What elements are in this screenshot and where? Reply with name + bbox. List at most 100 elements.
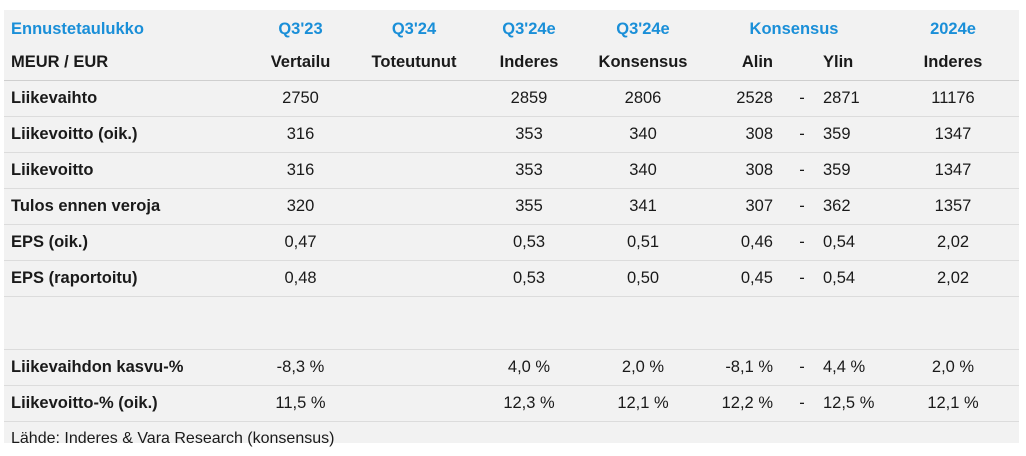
- cell-ylin: 362: [817, 189, 887, 225]
- cell-q323: 2750: [246, 81, 355, 117]
- table-row: Tulos ennen veroja 320 355 341 307 - 362…: [4, 189, 1019, 225]
- cell-alin: 2528: [701, 81, 787, 117]
- sub-head-vertailu: Vertailu: [246, 44, 355, 81]
- col-head-q323: Q3'23: [246, 10, 355, 44]
- table-row: Liikevoitto (oik.) 316 353 340 308 - 359…: [4, 117, 1019, 153]
- cell-2024e: 2,02: [887, 261, 1019, 297]
- cell-q324e-inderes: 0,53: [473, 225, 585, 261]
- table-row: Liikevaihto 2750 2859 2806 2528 - 2871 1…: [4, 81, 1019, 117]
- cell-ylin: 2871: [817, 81, 887, 117]
- cell-q323: 320: [246, 189, 355, 225]
- cell-q324e-kons: 340: [585, 153, 701, 189]
- sub-head-inderes-2024: Inderes: [887, 44, 1019, 81]
- row-header-label: MEUR / EUR: [4, 44, 246, 81]
- cell-dash: -: [787, 350, 817, 386]
- cell-alin: 12,2 %: [701, 386, 787, 422]
- row-label: Liikevaihdon kasvu-%: [4, 350, 246, 386]
- cell-ylin: 12,5 %: [817, 386, 887, 422]
- cell-q324e-kons: 341: [585, 189, 701, 225]
- cell-q324e-kons: 0,51: [585, 225, 701, 261]
- cell-q324: [355, 117, 473, 153]
- sub-head-ylin: Ylin: [817, 44, 887, 81]
- col-head-konsensus: Konsensus: [701, 10, 887, 44]
- cell-q323: 11,5 %: [246, 386, 355, 422]
- cell-q324e-kons: 2806: [585, 81, 701, 117]
- cell-q324: [355, 386, 473, 422]
- cell-q324e-inderes: 0,53: [473, 261, 585, 297]
- col-head-2024e: 2024e: [887, 10, 1019, 44]
- cell-q324: [355, 261, 473, 297]
- cell-alin: 0,45: [701, 261, 787, 297]
- cell-dash: -: [787, 81, 817, 117]
- cell-2024e: 1347: [887, 153, 1019, 189]
- cell-q323: 0,48: [246, 261, 355, 297]
- table-row: Liikevaihdon kasvu-% -8,3 % 4,0 % 2,0 % …: [4, 350, 1019, 386]
- col-head-q324e-inderes: Q3'24e: [473, 10, 585, 44]
- cell-2024e: 2,02: [887, 225, 1019, 261]
- cell-q324e-inderes: 4,0 %: [473, 350, 585, 386]
- cell-q324: [355, 225, 473, 261]
- cell-2024e: 1347: [887, 117, 1019, 153]
- sub-head-dash-spacer: [787, 44, 817, 81]
- header-row-top: Ennustetaulukko Q3'23 Q3'24 Q3'24e Q3'24…: [4, 10, 1019, 44]
- cell-alin: 308: [701, 153, 787, 189]
- table-title: Ennustetaulukko: [4, 10, 246, 44]
- cell-dash: -: [787, 153, 817, 189]
- table-row: Liikevoitto 316 353 340 308 - 359 1347: [4, 153, 1019, 189]
- cell-dash: -: [787, 117, 817, 153]
- sub-head-konsensus: Konsensus: [585, 44, 701, 81]
- cell-dash: -: [787, 261, 817, 297]
- cell-q324e-kons: 2,0 %: [585, 350, 701, 386]
- sub-head-toteutunut: Toteutunut: [355, 44, 473, 81]
- row-label: Tulos ennen veroja: [4, 189, 246, 225]
- cell-q324e-kons: 340: [585, 117, 701, 153]
- sub-head-inderes: Inderes: [473, 44, 585, 81]
- cell-dash: -: [787, 225, 817, 261]
- cell-q324e-kons: 0,50: [585, 261, 701, 297]
- header-row-sub: MEUR / EUR Vertailu Toteutunut Inderes K…: [4, 44, 1019, 81]
- cell-dash: -: [787, 386, 817, 422]
- cell-alin: 307: [701, 189, 787, 225]
- cell-ylin: 359: [817, 153, 887, 189]
- cell-q324e-kons: 12,1 %: [585, 386, 701, 422]
- cell-alin: 308: [701, 117, 787, 153]
- cell-q324e-inderes: 355: [473, 189, 585, 225]
- row-label: Liikevoitto: [4, 153, 246, 189]
- row-label: Liikevaihto: [4, 81, 246, 117]
- cell-ylin: 0,54: [817, 261, 887, 297]
- cell-q324e-inderes: 353: [473, 117, 585, 153]
- forecast-table: Ennustetaulukko Q3'23 Q3'24 Q3'24e Q3'24…: [4, 10, 1019, 456]
- cell-q324: [355, 189, 473, 225]
- col-head-q324e-kons: Q3'24e: [585, 10, 701, 44]
- cell-alin: -8,1 %: [701, 350, 787, 386]
- row-label: Liikevoitto-% (oik.): [4, 386, 246, 422]
- cell-ylin: 359: [817, 117, 887, 153]
- cell-ylin: 4,4 %: [817, 350, 887, 386]
- cell-2024e: 11176: [887, 81, 1019, 117]
- cell-q323: 0,47: [246, 225, 355, 261]
- cell-q324: [355, 350, 473, 386]
- cell-q324: [355, 81, 473, 117]
- table-row: EPS (oik.) 0,47 0,53 0,51 0,46 - 0,54 2,…: [4, 225, 1019, 261]
- cell-ylin: 0,54: [817, 225, 887, 261]
- cell-q323: -8,3 %: [246, 350, 355, 386]
- table-row: Liikevoitto-% (oik.) 11,5 % 12,3 % 12,1 …: [4, 386, 1019, 422]
- cell-q323: 316: [246, 117, 355, 153]
- cell-2024e: 12,1 %: [887, 386, 1019, 422]
- spacer-row: [4, 297, 1019, 350]
- row-label: EPS (raportoitu): [4, 261, 246, 297]
- cell-dash: -: [787, 189, 817, 225]
- cell-q324e-inderes: 2859: [473, 81, 585, 117]
- cell-alin: 0,46: [701, 225, 787, 261]
- cell-q323: 316: [246, 153, 355, 189]
- table-row: EPS (raportoitu) 0,48 0,53 0,50 0,45 - 0…: [4, 261, 1019, 297]
- col-head-q324: Q3'24: [355, 10, 473, 44]
- cell-2024e: 1357: [887, 189, 1019, 225]
- cell-q324: [355, 153, 473, 189]
- row-label: Liikevoitto (oik.): [4, 117, 246, 153]
- cell-q324e-inderes: 12,3 %: [473, 386, 585, 422]
- cell-2024e: 2,0 %: [887, 350, 1019, 386]
- cell-q324e-inderes: 353: [473, 153, 585, 189]
- row-label: EPS (oik.): [4, 225, 246, 261]
- sub-head-alin: Alin: [701, 44, 787, 81]
